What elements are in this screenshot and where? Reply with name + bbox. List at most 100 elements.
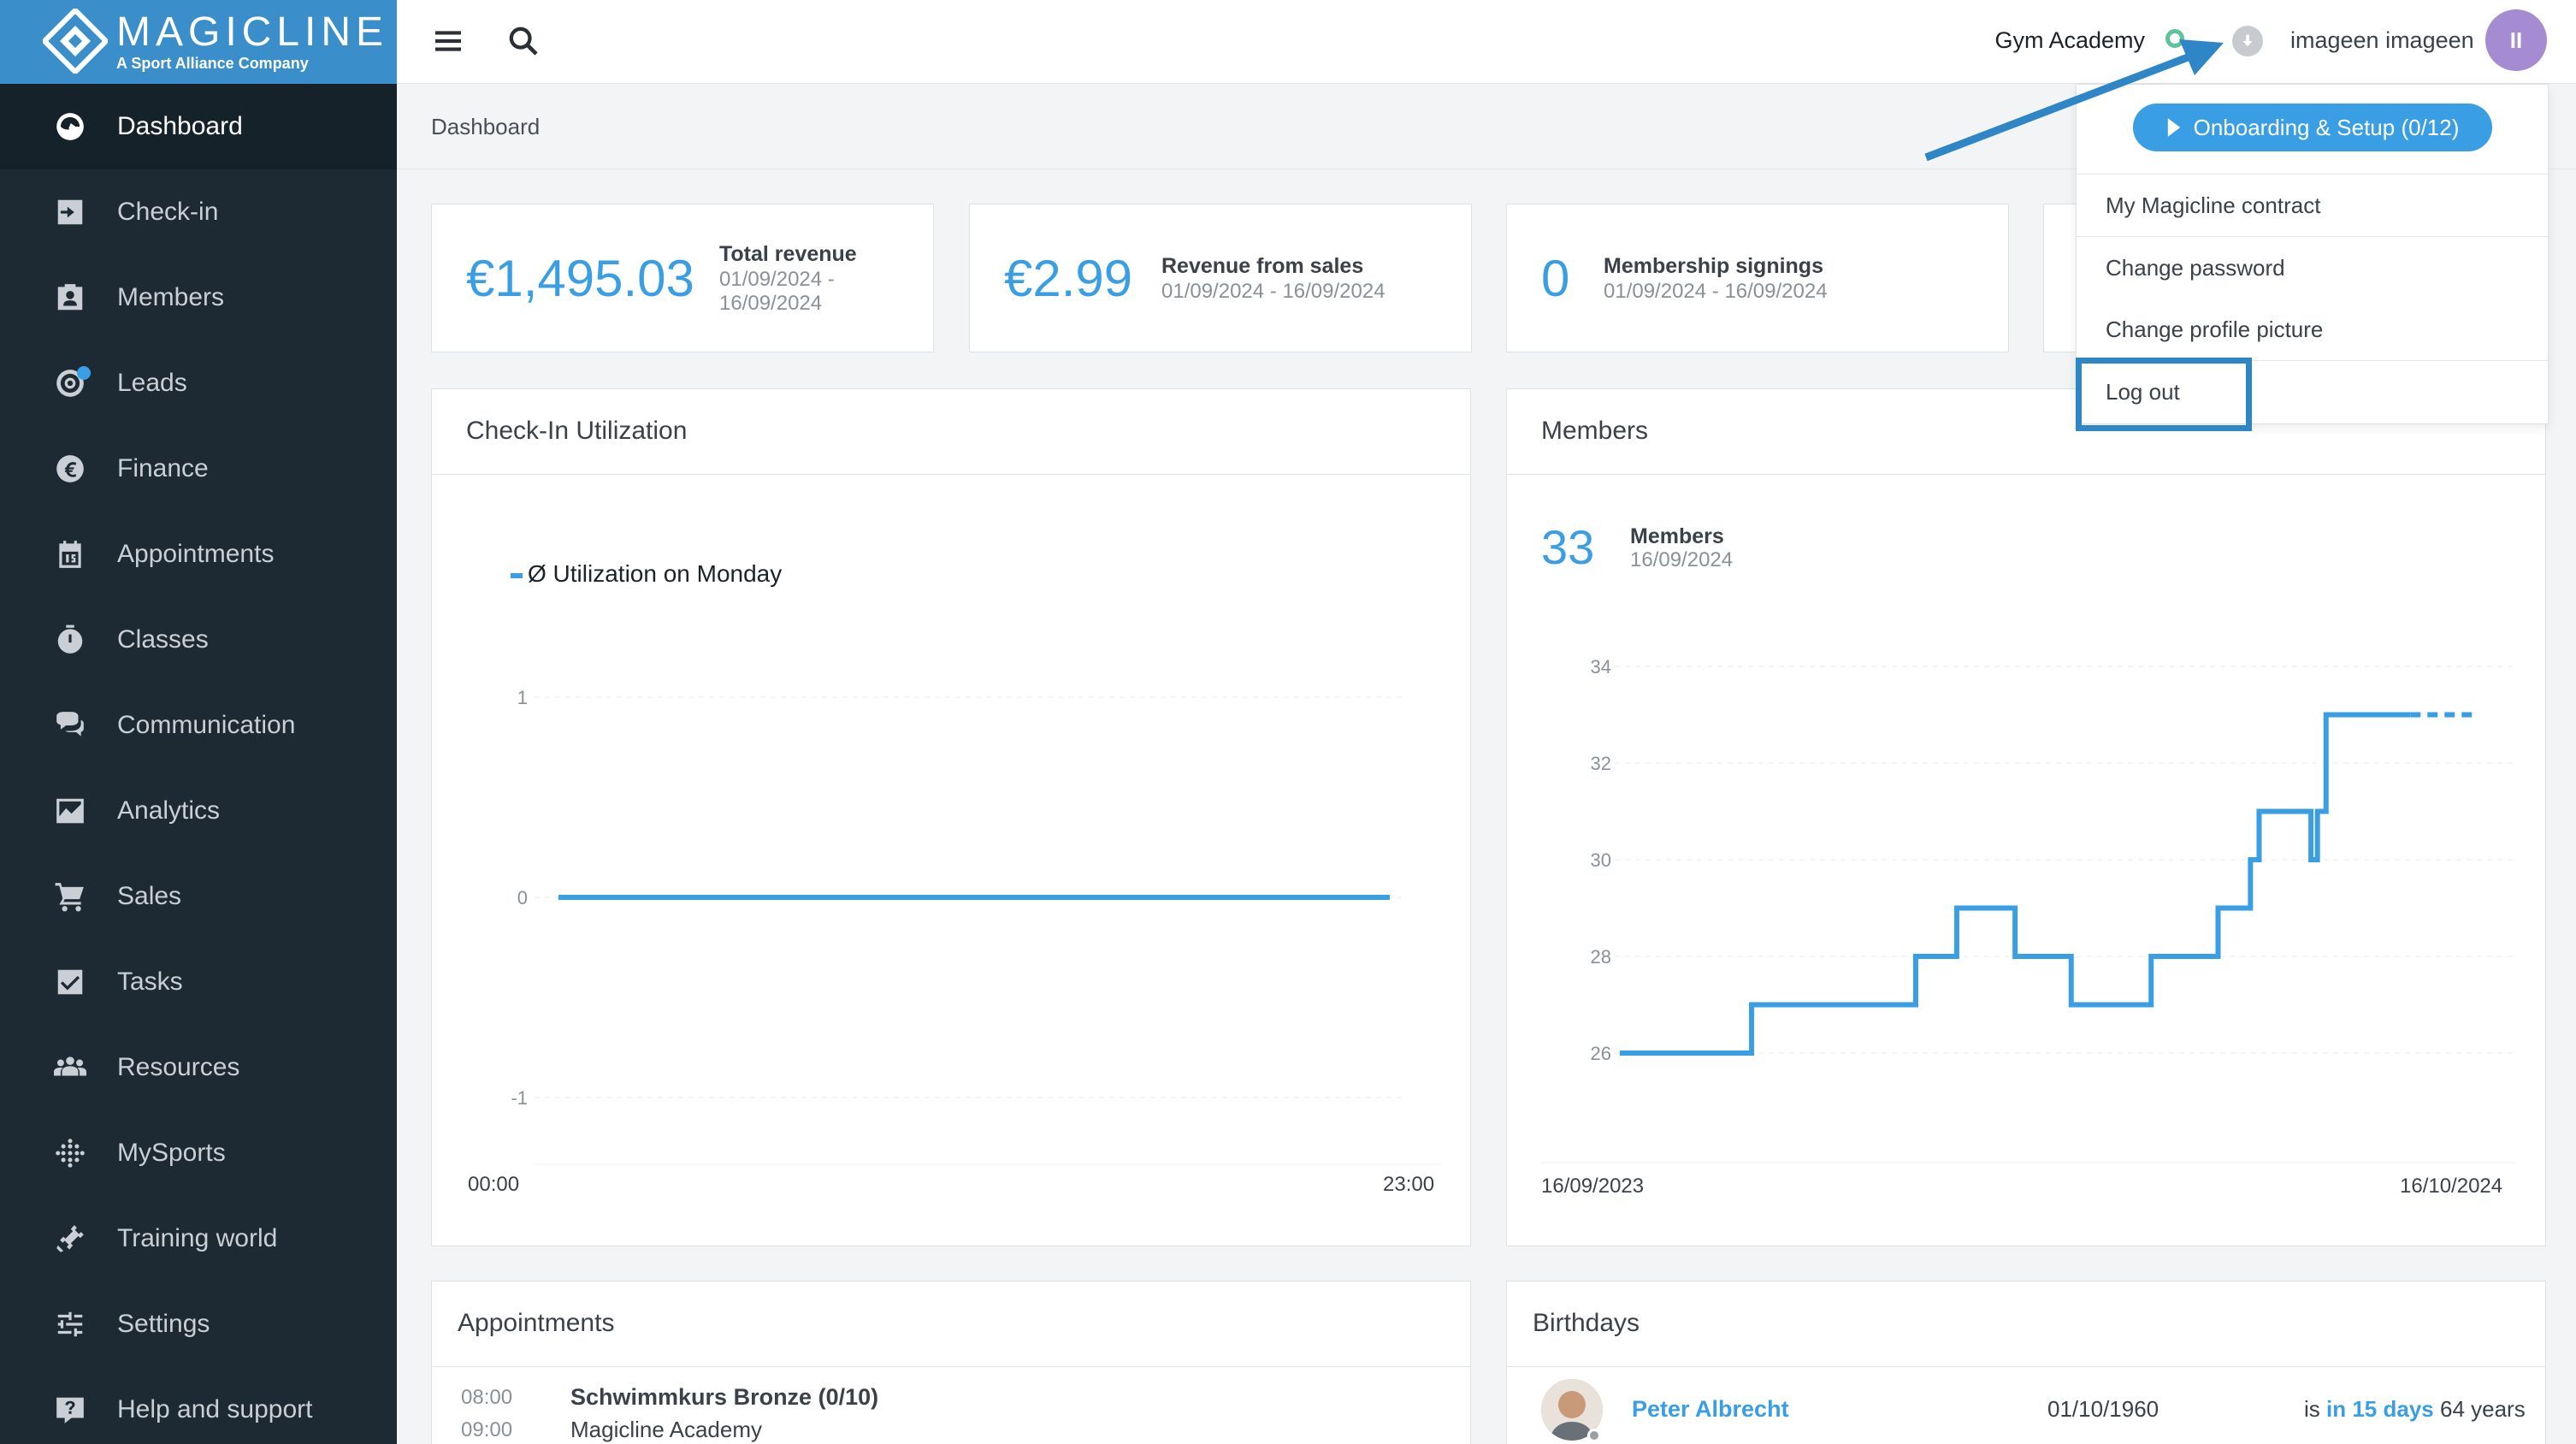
sidebar-item-settings[interactable]: Settings [0, 1281, 397, 1367]
menu-item-change-profile-picture[interactable]: Change profile picture [2106, 316, 2324, 342]
sidebar-item-label: MySports [117, 1139, 226, 1167]
sidebar-item-appointments[interactable]: Appointments [0, 512, 397, 597]
sidebar: MAGICLINE A Sport Alliance Company Dashb… [0, 0, 397, 1444]
x-axis-end-label: 23:00 [1383, 1173, 1435, 1196]
sidebar-item-communication[interactable]: Communication [0, 683, 397, 768]
sidebar-item-training-world[interactable]: Training world [0, 1196, 397, 1281]
sidebar-item-label: Dashboard [117, 112, 243, 140]
menu-item-log-out[interactable]: Log out [2106, 378, 2180, 405]
panel-header: Birthdays [1507, 1281, 2545, 1367]
y-tick-label: 26 [1591, 1043, 1611, 1064]
sidebar-item-label: Finance [117, 454, 209, 482]
breadcrumb: Dashboard [431, 114, 541, 139]
menu-item-contract[interactable]: My Magicline contract [2106, 192, 2321, 218]
group-icon [53, 1050, 87, 1085]
avatar[interactable]: II [2485, 9, 2547, 71]
kpi-value: 0 [1541, 250, 1570, 307]
sidebar-item-label: Analytics [117, 796, 221, 825]
user-name[interactable]: imageen imageen [2290, 27, 2474, 53]
birthday-days: in 15 days [2326, 1396, 2434, 1422]
sidebar-item-label: Leads [117, 369, 187, 397]
studio-selector[interactable]: Gym Academy [1994, 27, 2145, 53]
check-in-icon [53, 195, 87, 229]
stopwatch-icon [53, 623, 87, 657]
sidebar-item-help-and-support[interactable]: Help and support [0, 1367, 397, 1444]
appointment-end-time: 09:00 [461, 1418, 513, 1441]
chat-icon [53, 708, 87, 743]
dumbbell-icon [53, 1222, 87, 1256]
x-axis-start-label: 16/09/2023 [1541, 1175, 1645, 1198]
sidebar-item-finance[interactable]: Finance [0, 426, 397, 512]
menu-item-change-password[interactable]: Change password [2106, 254, 2285, 281]
appointment-start-time: 08:00 [461, 1386, 513, 1409]
kpi-date-range-end: 16/09/2024 [719, 292, 823, 315]
sidebar-item-check-in[interactable]: Check-in [0, 169, 397, 255]
kpi-date-range: 01/09/2024 - 16/09/2024 [1604, 280, 1828, 303]
sidebar-item-sales[interactable]: Sales [0, 854, 397, 939]
birthday-member-name[interactable]: Peter Albrecht [1632, 1396, 1789, 1422]
y-tick-label: 32 [1591, 753, 1611, 774]
chart-legend: Ø Utilization on Monday [511, 560, 782, 588]
x-axis-end-label: 16/10/2024 [2400, 1175, 2503, 1198]
birthday-item: Peter Albrecht 01/10/1960 is in 15 days … [1507, 1367, 2547, 1444]
sliders-icon [53, 1307, 87, 1341]
kpi-card-revenue-from-sales[interactable]: €2.99 Revenue from sales 01/09/2024 - 16… [969, 204, 1472, 352]
members-date: 16/09/2024 [1630, 548, 1734, 571]
sidebar-item-dashboard[interactable]: Dashboard [0, 84, 397, 169]
y-tick-label: 1 [517, 687, 528, 708]
brand-name: MAGICLINE [116, 9, 389, 55]
sidebar-item-label: Members [117, 283, 225, 311]
sidebar-item-label: Settings [117, 1310, 210, 1338]
members-step-line [1620, 712, 2411, 1056]
panel-title: Birthdays [1533, 1309, 1640, 1337]
kpi-card-membership-signings[interactable]: 0 Membership signings 01/09/2024 - 16/09… [1506, 204, 2009, 352]
appointment-item[interactable]: 08:00 09:00 Schwimmkurs Bronze (0/10) Ma… [432, 1367, 1472, 1444]
birthdays-panel: Birthdays Peter Albrecht 01/10/1960 is i… [1506, 1281, 2546, 1444]
legend-swatch [511, 572, 523, 578]
hamburger-menu-icon[interactable] [431, 24, 465, 58]
x-axis-start-label: 00:00 [468, 1173, 520, 1196]
brand-header[interactable]: MAGICLINE A Sport Alliance Company [0, 0, 397, 84]
checkbox-icon [53, 965, 87, 999]
studio-status-icon [2165, 29, 2184, 48]
onboarding-setup-button[interactable]: Onboarding & Setup (0/12) [2133, 104, 2492, 151]
kpi-date-range: 01/09/2024 - [719, 268, 835, 291]
search-icon[interactable] [506, 24, 541, 58]
birthday-age: 64 years [2439, 1396, 2526, 1422]
sidebar-item-members[interactable]: Members [0, 255, 397, 340]
help-icon [53, 1393, 87, 1427]
sidebar-item-leads[interactable]: Leads [0, 340, 397, 426]
sidebar-item-analytics[interactable]: Analytics [0, 768, 397, 854]
appointment-name: Schwimmkurs Bronze (0/10) [570, 1384, 879, 1410]
members-label: Members [1630, 524, 1724, 548]
kpi-value: €2.99 [1004, 250, 1133, 307]
divider [2077, 236, 2548, 237]
y-tick-label: -1 [511, 1087, 528, 1109]
sidebar-item-classes[interactable]: Classes [0, 597, 397, 683]
panel-header: Appointments [432, 1281, 1470, 1367]
legend-label: Ø Utilization on Monday [528, 560, 783, 587]
brand-tagline: A Sport Alliance Company [116, 55, 309, 72]
y-tick-label: 28 [1591, 946, 1611, 968]
kpi-title: Revenue from sales [1161, 254, 1364, 278]
euro-icon [53, 452, 87, 486]
divider [2077, 360, 2548, 361]
panel-header: Check-In Utilization [432, 389, 1470, 475]
sidebar-item-tasks[interactable]: Tasks [0, 939, 397, 1025]
y-tick-label: 30 [1591, 849, 1611, 871]
sidebar-item-resources[interactable]: Resources [0, 1025, 397, 1110]
panel-title: Members [1541, 417, 1649, 445]
appointments-panel: Appointments 08:00 09:00 Schwimmkurs Bro… [431, 1281, 1471, 1444]
sidebar-item-label: Appointments [117, 540, 275, 568]
sidebar-item-label: Resources [117, 1053, 240, 1081]
kpi-card-total-revenue[interactable]: €1,495.03 Total revenue 01/09/2024 - 16/… [431, 204, 934, 352]
cart-icon [53, 879, 87, 914]
panel-title: Check-In Utilization [466, 417, 688, 445]
download-icon[interactable] [2232, 26, 2263, 56]
members-count: 33 [1541, 520, 1595, 574]
leads-icon [53, 366, 87, 400]
appointment-location: Magicline Academy [570, 1417, 762, 1442]
sidebar-item-mysports[interactable]: MySports [0, 1110, 397, 1196]
panel-header: Members [1507, 389, 2545, 475]
sidebar-item-label: Communication [117, 711, 296, 739]
